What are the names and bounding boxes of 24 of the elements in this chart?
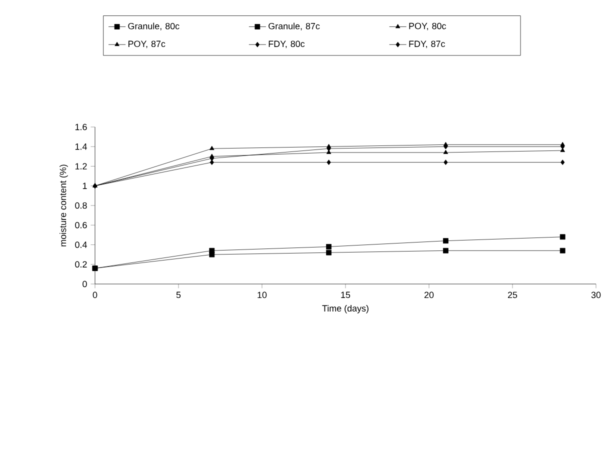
x-tick-label: 10	[258, 292, 267, 298]
y-tick-label: 1.2	[75, 163, 87, 170]
y-tick-label: 0.2	[75, 261, 87, 268]
legend-label: POY, 80c	[409, 22, 446, 30]
x-tick-label: 0	[92, 292, 98, 298]
x-tick-label: 25	[508, 292, 518, 298]
x-tick-label: 30	[591, 292, 601, 298]
x-tick-label: 20	[424, 292, 434, 298]
legend-label: FDY, 80c	[268, 40, 305, 48]
y-tick-label: 0.8	[75, 202, 87, 209]
y-axis-title: moisture content (%)	[60, 164, 68, 246]
y-tick-label: 0	[82, 280, 87, 288]
y-tick-label: 0.4	[75, 242, 87, 248]
legend-label: FDY, 87c	[409, 40, 445, 48]
x-tick-label: 5	[176, 292, 181, 298]
y-tick-label: 1.4	[75, 144, 87, 150]
legend-label: Granule, 87c	[268, 22, 320, 30]
y-tick-label: 0.6	[75, 222, 87, 228]
x-tick-label: 15	[341, 292, 350, 298]
legend-label: POY, 87c	[128, 40, 166, 48]
y-tick-label: 1.6	[75, 124, 87, 130]
legend-label: Granule, 80c	[128, 22, 180, 30]
y-tick-label: 1	[82, 182, 87, 189]
x-axis-title: Time (days)	[322, 304, 368, 314]
